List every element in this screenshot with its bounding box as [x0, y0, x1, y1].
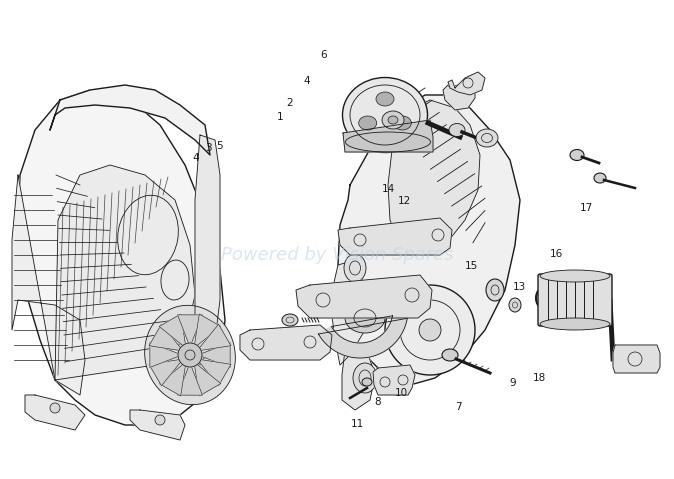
Ellipse shape [476, 129, 498, 147]
Text: 16: 16 [549, 249, 563, 259]
Polygon shape [197, 324, 231, 351]
Polygon shape [448, 72, 485, 95]
Text: 1: 1 [276, 113, 283, 122]
Ellipse shape [282, 314, 298, 326]
Polygon shape [388, 100, 480, 255]
Polygon shape [177, 315, 202, 347]
Polygon shape [149, 359, 183, 386]
Text: 9: 9 [509, 378, 516, 388]
Polygon shape [149, 324, 183, 351]
Polygon shape [443, 82, 475, 110]
Text: 4: 4 [192, 153, 199, 163]
Text: 10: 10 [394, 388, 408, 398]
Ellipse shape [540, 318, 610, 330]
Polygon shape [159, 362, 186, 396]
Ellipse shape [570, 149, 584, 160]
Ellipse shape [449, 124, 465, 137]
Text: 3: 3 [206, 144, 212, 153]
Polygon shape [197, 359, 231, 386]
Polygon shape [330, 260, 368, 365]
Polygon shape [342, 345, 375, 410]
Ellipse shape [359, 116, 377, 130]
FancyBboxPatch shape [538, 274, 612, 326]
Ellipse shape [394, 116, 411, 130]
Ellipse shape [342, 78, 427, 152]
Polygon shape [318, 316, 407, 358]
Ellipse shape [540, 270, 610, 282]
Ellipse shape [345, 303, 385, 333]
Polygon shape [12, 175, 85, 395]
Ellipse shape [145, 305, 235, 405]
Ellipse shape [594, 173, 606, 183]
Polygon shape [338, 95, 520, 385]
Text: Powered by Vision Spares: Powered by Vision Spares [220, 246, 454, 264]
Polygon shape [296, 275, 432, 318]
Text: 5: 5 [216, 141, 222, 151]
Text: 17: 17 [580, 204, 593, 213]
Polygon shape [343, 120, 433, 152]
Ellipse shape [385, 285, 475, 375]
Polygon shape [240, 325, 332, 360]
Polygon shape [373, 365, 415, 395]
Text: 18: 18 [532, 374, 546, 383]
Polygon shape [50, 85, 210, 155]
Ellipse shape [442, 349, 458, 361]
Polygon shape [150, 342, 182, 367]
Circle shape [50, 403, 60, 413]
Polygon shape [195, 135, 220, 365]
Polygon shape [25, 395, 85, 430]
Polygon shape [194, 314, 221, 348]
Polygon shape [338, 218, 452, 255]
Text: 7: 7 [455, 402, 462, 412]
Circle shape [178, 343, 202, 367]
Ellipse shape [344, 254, 366, 282]
Text: 4: 4 [303, 77, 310, 86]
Polygon shape [613, 345, 660, 373]
Ellipse shape [486, 279, 504, 301]
Polygon shape [159, 314, 186, 348]
Text: 12: 12 [398, 196, 411, 206]
Text: 8: 8 [374, 398, 381, 407]
Ellipse shape [353, 363, 377, 393]
Ellipse shape [509, 298, 521, 312]
Text: 11: 11 [350, 419, 364, 429]
Text: 15: 15 [465, 261, 479, 271]
Polygon shape [194, 362, 221, 396]
Text: 6: 6 [320, 50, 327, 60]
Circle shape [155, 415, 165, 425]
Polygon shape [18, 90, 225, 425]
Ellipse shape [419, 319, 441, 341]
Polygon shape [130, 410, 185, 440]
Ellipse shape [376, 92, 394, 106]
Text: 13: 13 [512, 283, 526, 292]
Ellipse shape [346, 132, 431, 152]
Polygon shape [177, 363, 202, 395]
Text: 14: 14 [382, 184, 396, 194]
Ellipse shape [382, 111, 404, 129]
Ellipse shape [388, 116, 398, 124]
Ellipse shape [362, 378, 372, 386]
Text: 2: 2 [286, 98, 293, 108]
Polygon shape [55, 165, 195, 380]
Polygon shape [198, 342, 230, 367]
